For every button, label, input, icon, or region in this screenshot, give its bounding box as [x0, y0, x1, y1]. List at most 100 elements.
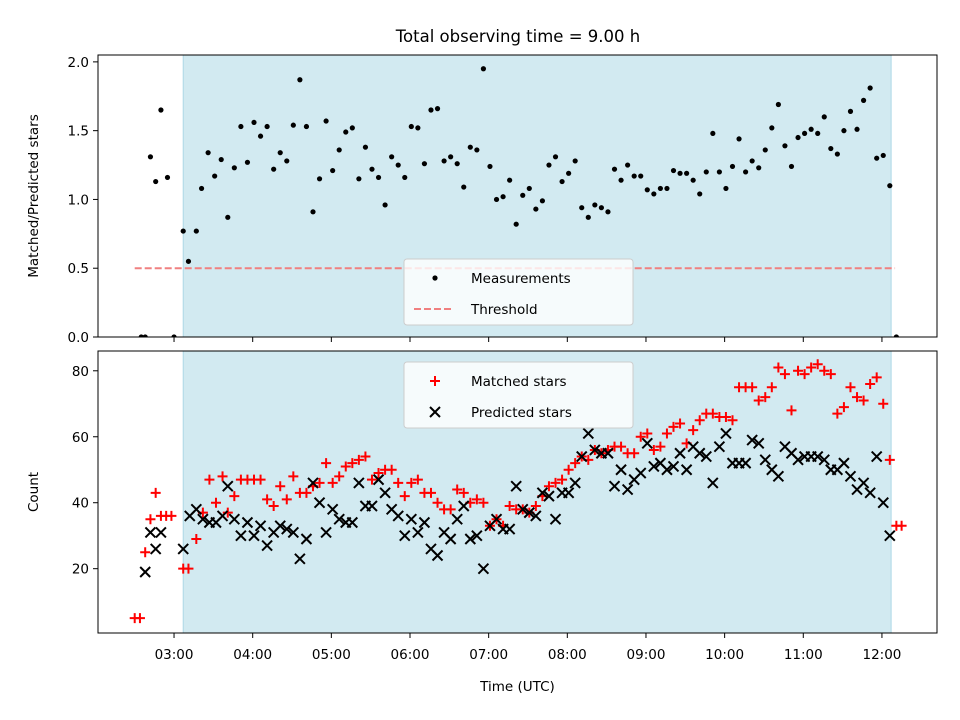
predicted-star-point — [759, 454, 771, 466]
predicted-star-point — [877, 497, 889, 509]
matched-star-point — [406, 477, 417, 488]
measurement-point — [244, 159, 251, 165]
measurement-point — [362, 144, 369, 150]
measurement-point — [585, 214, 591, 220]
bottom-series-predicted-stars — [139, 427, 896, 578]
bottom-legend-marker — [430, 376, 440, 386]
measurement-point — [421, 161, 428, 167]
measurement-point — [389, 154, 395, 160]
measurement-point — [474, 147, 480, 153]
chart-title: Total observing time = 9.00 h — [395, 27, 640, 46]
matched-star-point — [301, 487, 312, 498]
measurement-point — [834, 151, 840, 157]
measurement-point — [402, 174, 408, 181]
measurement-point — [729, 163, 736, 170]
predicted-star-point — [648, 460, 660, 473]
matched-star-point — [543, 481, 554, 492]
measurement-point — [657, 185, 663, 192]
measurement-point — [153, 178, 159, 185]
matched-star-point — [799, 369, 810, 380]
matched-star-point — [779, 369, 790, 380]
top-ylabel: Matched/Predicted stars — [26, 114, 42, 277]
matched-star-point — [557, 474, 568, 485]
predicted-star-point — [471, 529, 483, 542]
matched-star-point — [425, 487, 436, 498]
measurement-point — [507, 177, 513, 183]
predicted-star-point — [320, 526, 332, 539]
matched-star-point — [255, 474, 266, 485]
measurement-point — [343, 129, 349, 135]
top-series-measurements — [138, 66, 899, 337]
predicted-star-point — [287, 526, 300, 539]
matched-star-point — [458, 487, 469, 498]
matched-star-point — [445, 504, 456, 515]
matched-star-point — [896, 520, 907, 531]
matched-star-point — [563, 464, 574, 475]
measurement-point — [467, 144, 473, 150]
bottom-plot-area — [129, 359, 907, 624]
measurement-point — [408, 123, 414, 130]
predicted-star-point — [746, 434, 758, 446]
measurement-point — [605, 209, 611, 215]
predicted-star-point — [707, 477, 719, 489]
predicted-star-point — [412, 526, 424, 539]
predicted-star-point — [811, 450, 824, 463]
top-legend-marker — [432, 275, 438, 281]
matched-star-point — [616, 441, 627, 452]
predicted-star-point — [248, 529, 260, 542]
predicted-star-point — [700, 450, 712, 463]
predicted-star-point — [753, 437, 765, 450]
predicted-star-point — [602, 447, 614, 459]
matched-star-point — [204, 474, 215, 485]
measurement-point — [552, 154, 559, 160]
measurement-point — [893, 334, 899, 337]
matched-star-point — [366, 474, 377, 485]
measurement-point — [513, 221, 519, 227]
predicted-star-point — [254, 520, 267, 532]
predicted-star-point — [576, 450, 588, 463]
bottom-panel: 20 40 60 80 03:00 04:00 05:00 06:00 07:00 08:00 09… — [26, 350, 938, 695]
matched-star-point — [393, 477, 404, 488]
matched-star-point — [353, 454, 364, 465]
predicted-star-point — [635, 467, 647, 479]
matched-star-point — [183, 563, 194, 574]
measurement-point — [205, 150, 211, 156]
top-legend: Measurements Threshold — [403, 258, 634, 326]
matched-star-point — [373, 468, 384, 479]
matched-star-point — [386, 464, 397, 475]
predicted-star-point — [589, 444, 601, 456]
measurement-point — [336, 147, 342, 153]
measurement-point — [638, 173, 644, 179]
measurement-point — [664, 185, 670, 192]
bottom-legend-label: Matched stars — [471, 374, 567, 390]
predicted-star-point — [517, 503, 529, 516]
measurement-point — [788, 163, 795, 170]
measurement-point — [743, 169, 749, 175]
measurement-point — [854, 126, 860, 132]
matched-star-point — [340, 461, 351, 472]
measurement-point — [369, 166, 375, 172]
measurement-point — [710, 130, 716, 137]
predicted-star-point — [543, 490, 555, 502]
predicted-star-point — [661, 464, 673, 476]
matched-star-point — [399, 491, 410, 502]
measurement-point — [277, 150, 283, 156]
measurement-point — [716, 169, 722, 175]
matched-star-point — [314, 477, 325, 488]
bottom-legend-box — [403, 361, 634, 429]
predicted-star-point — [418, 516, 431, 529]
matched-star-point — [747, 382, 758, 393]
bottom-xtick-label: 10:00 — [705, 647, 744, 663]
matched-star-point — [675, 418, 686, 429]
predicted-star-point — [569, 477, 581, 489]
predicted-star-point — [155, 526, 167, 539]
predicted-star-point — [405, 513, 418, 525]
predicted-star-point — [720, 427, 732, 440]
predicted-star-point — [451, 513, 463, 525]
measurement-point — [533, 206, 539, 212]
measurement-point — [198, 185, 205, 192]
matched-star-point — [432, 497, 443, 508]
predicted-star-point — [857, 477, 870, 489]
predicted-star-point — [884, 529, 896, 542]
matched-star-point — [570, 458, 581, 469]
